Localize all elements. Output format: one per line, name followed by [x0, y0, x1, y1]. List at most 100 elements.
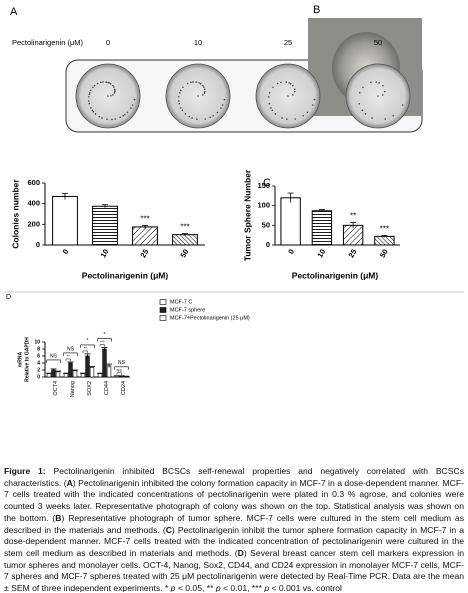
colony: [209, 116, 212, 119]
colony: [88, 91, 91, 94]
colony: [268, 91, 271, 94]
colony: [113, 92, 116, 94]
colony: [124, 113, 126, 116]
colony: [110, 94, 112, 97]
bar: [55, 371, 61, 378]
colony: [199, 83, 202, 85]
dose-label: 0: [106, 38, 110, 47]
bar: [311, 210, 333, 246]
colony: [180, 107, 182, 109]
bar: [342, 224, 364, 246]
bar: [46, 373, 52, 378]
colony: [274, 113, 277, 115]
y-tick-label: 0: [266, 240, 270, 249]
colony: [276, 82, 279, 85]
bar: [85, 355, 90, 378]
bracket: [65, 358, 71, 361]
panel-label: A: [10, 6, 18, 18]
colony: [112, 94, 114, 96]
caption-text: < 0.01, ***: [220, 583, 265, 592]
colony: [112, 84, 114, 87]
colony: [358, 102, 361, 105]
colony: [126, 111, 129, 114]
annotation: **: [84, 345, 88, 350]
caption-text: p: [264, 583, 270, 592]
legend-swatch: [159, 299, 167, 305]
annotation: ***: [100, 339, 105, 344]
caption-text: Pectolinarigenin inhibited BCSCs self-re…: [4, 466, 464, 488]
colony: [281, 117, 283, 119]
x-tick-label: Nanog: [70, 381, 76, 397]
colony: [268, 102, 271, 105]
colony: [311, 104, 314, 106]
y-tick-label: 4: [37, 360, 40, 366]
colony: [101, 117, 103, 119]
colony: [105, 81, 108, 83]
colony: [90, 107, 92, 109]
colony: [88, 95, 90, 98]
colony: [106, 118, 108, 121]
colony: [362, 86, 364, 89]
x-tick-label: 10: [315, 247, 327, 259]
bracket: [46, 359, 61, 363]
y-tick-label: 600: [27, 178, 40, 187]
colony: [216, 111, 219, 114]
colony: [113, 88, 116, 91]
annotation: NS: [116, 367, 122, 372]
bar: [52, 195, 78, 246]
caption-text: ) Pectolinarigenin inhibited the colony …: [4, 477, 464, 523]
colony: [197, 95, 199, 97]
x-tick-label: CD24: [121, 381, 127, 395]
colony: [280, 81, 282, 84]
colony: [294, 90, 296, 93]
panel-label: B: [313, 4, 320, 16]
annotation: *: [87, 338, 89, 344]
colony: [361, 109, 364, 112]
colony: [294, 118, 297, 120]
caption-text: p: [215, 583, 221, 592]
x-tick-label: 0: [286, 247, 296, 255]
colony: [188, 115, 191, 118]
x-axis-title: Pectolinarigenin (μM): [82, 270, 169, 280]
y-tick-label: 2: [37, 367, 40, 373]
colony: [184, 113, 187, 115]
colony: [212, 115, 214, 117]
colony: [113, 86, 115, 88]
colony: [198, 82, 200, 84]
caption-text: p: [170, 583, 176, 592]
colony: [100, 81, 102, 84]
y-tick-label: 400: [27, 199, 40, 208]
colony: [288, 82, 290, 84]
colony: [190, 81, 192, 84]
legend-swatch: [159, 307, 167, 313]
annotation: *: [104, 332, 106, 338]
colony: [182, 86, 184, 89]
bar: [280, 197, 301, 246]
annotation: NS: [67, 346, 75, 352]
colony: [131, 104, 134, 106]
dose-header: Pectolinarigenin (μM): [12, 38, 84, 47]
colony: [358, 91, 361, 94]
y-axis-title: mRNA: [17, 351, 23, 367]
caption-text: B: [55, 512, 62, 523]
colony: [271, 109, 274, 112]
x-tick-label: OCT4: [53, 381, 59, 396]
annotation: ***: [140, 214, 149, 223]
colony: [377, 95, 379, 97]
colony: [119, 116, 122, 119]
colony: [370, 81, 372, 84]
colony: [313, 98, 316, 101]
annotation: NS: [50, 353, 58, 359]
colony: [94, 113, 97, 115]
x-tick-label: 0: [61, 247, 71, 255]
colony: [286, 118, 288, 121]
colony: [204, 90, 206, 93]
legend-label: MCF-7 C: [170, 299, 192, 305]
colony: [178, 102, 181, 105]
colony: [401, 104, 404, 106]
colony: [202, 84, 204, 87]
legend-label: MCF-7+Pectolinarigenin (25 μM): [170, 315, 250, 321]
colony: [178, 100, 180, 102]
panel-label: D: [6, 294, 11, 301]
